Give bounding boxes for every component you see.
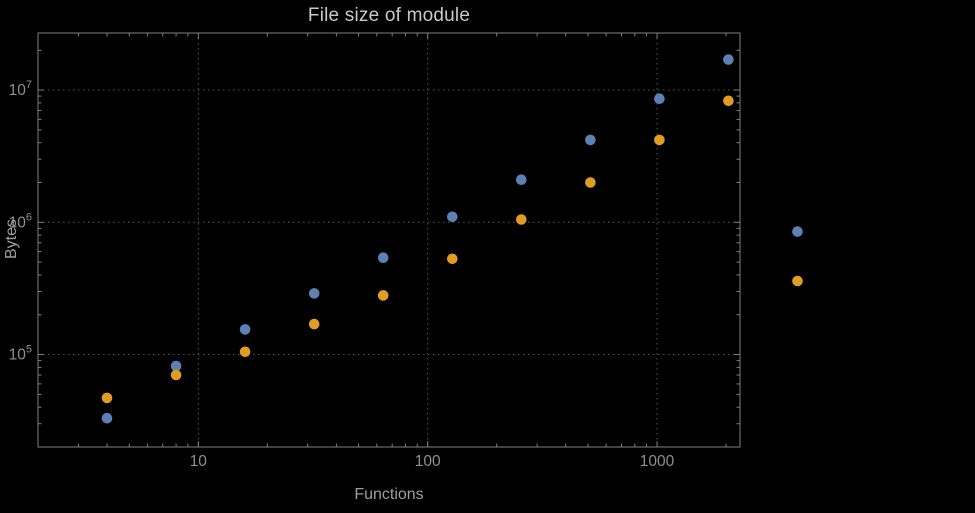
y-tick-label: 107 <box>9 79 32 99</box>
data-point <box>723 95 734 107</box>
data-point <box>447 253 458 265</box>
data-point <box>101 412 113 424</box>
x-tick-label: 1000 <box>640 453 675 470</box>
data-point <box>308 288 320 299</box>
data-point <box>516 214 527 225</box>
data-point <box>516 174 527 185</box>
x-tick-labels: 10 100 1000 <box>190 453 675 470</box>
data-point <box>654 134 665 146</box>
data-point <box>792 275 803 287</box>
data-points-blue-series <box>101 54 803 424</box>
data-point <box>239 346 251 358</box>
y-axis-label: Bytes <box>3 219 20 260</box>
data-point <box>723 54 734 65</box>
data-point <box>377 252 389 263</box>
gridlines <box>38 33 740 447</box>
data-point <box>585 177 596 188</box>
plot-frame <box>37 32 741 448</box>
data-point <box>654 93 665 104</box>
data-point <box>308 318 320 330</box>
x-axis-label: Functions <box>354 486 424 503</box>
data-point <box>170 360 182 372</box>
x-tick-label: 100 <box>415 453 441 470</box>
data-point <box>585 134 596 146</box>
y-tick-label: 105 <box>9 344 32 364</box>
data-point <box>447 211 458 223</box>
y-tick-labels: 105 106 107 <box>9 79 32 364</box>
data-point <box>170 369 182 381</box>
y-tick-label: 106 <box>9 211 32 231</box>
data-point <box>792 226 803 237</box>
data-point <box>377 290 389 301</box>
data-point <box>239 324 251 335</box>
data-point <box>101 392 113 404</box>
x-tick-label: 10 <box>190 453 208 470</box>
chart-title: File size of module <box>307 5 471 26</box>
data-points-orange-series <box>101 95 803 404</box>
tick-marks <box>37 33 740 448</box>
